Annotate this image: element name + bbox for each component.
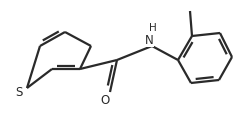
Text: H: H [148, 23, 156, 33]
Text: O: O [100, 94, 109, 108]
Text: S: S [15, 87, 23, 99]
Text: N: N [144, 34, 153, 46]
